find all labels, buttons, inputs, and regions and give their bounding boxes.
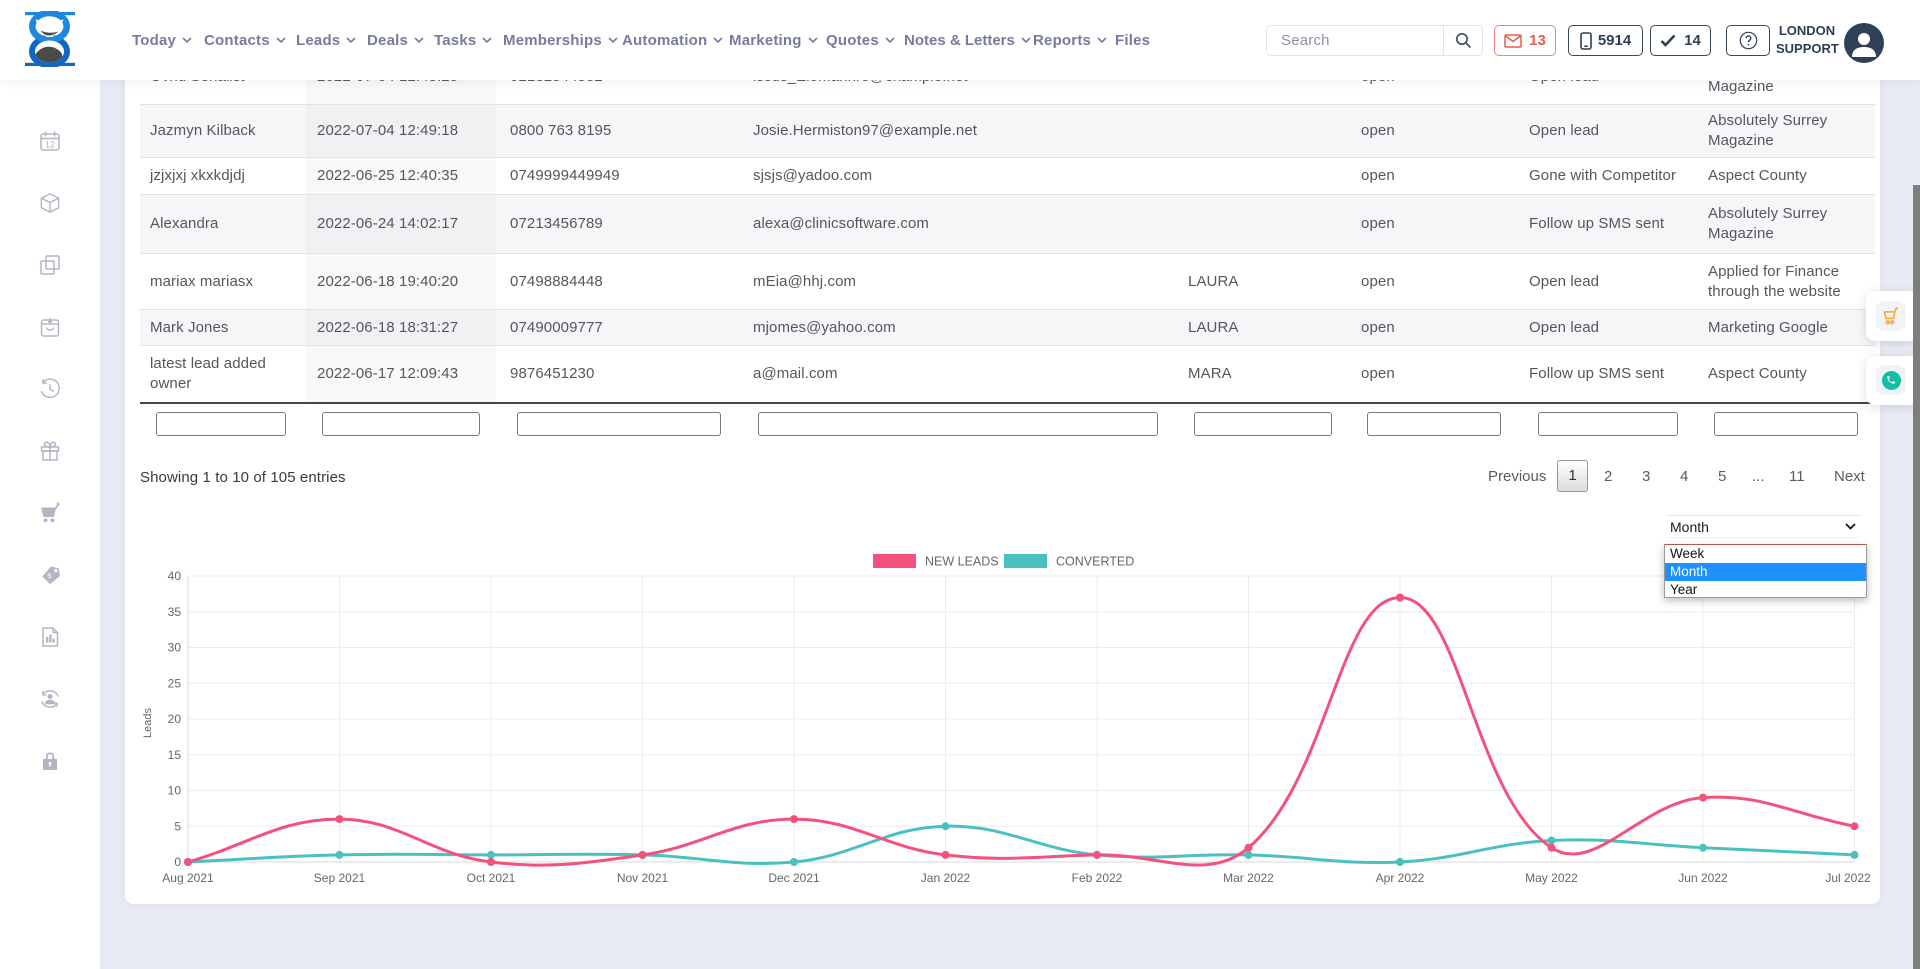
svg-text:40: 40 xyxy=(168,569,182,583)
svg-text:Jul 2022: Jul 2022 xyxy=(1825,871,1871,885)
svg-text:$: $ xyxy=(47,572,52,580)
svg-text:Sep 2021: Sep 2021 xyxy=(314,871,366,885)
svg-text:15: 15 xyxy=(168,748,182,762)
svg-text:12: 12 xyxy=(45,140,55,150)
svg-text:May 2022: May 2022 xyxy=(1525,871,1578,885)
svg-text:NEW LEADS: NEW LEADS xyxy=(925,555,999,569)
svg-text:CONVERTED: CONVERTED xyxy=(1056,555,1134,569)
svg-text:Apr 2022: Apr 2022 xyxy=(1376,871,1425,885)
svg-text:Mar 2022: Mar 2022 xyxy=(1223,871,1274,885)
svg-text:0: 0 xyxy=(174,855,181,869)
svg-text:5: 5 xyxy=(174,819,181,833)
svg-text:25: 25 xyxy=(168,676,182,690)
svg-text:Aug 2021: Aug 2021 xyxy=(162,871,214,885)
svg-text:Dec 2021: Dec 2021 xyxy=(768,871,820,885)
svg-text:Leads: Leads xyxy=(142,708,154,738)
svg-text:Oct 2021: Oct 2021 xyxy=(467,871,516,885)
svg-text:10: 10 xyxy=(168,784,182,798)
svg-text:35: 35 xyxy=(168,605,182,619)
svg-text:Feb 2022: Feb 2022 xyxy=(1072,871,1123,885)
svg-text:Jan 2022: Jan 2022 xyxy=(921,871,971,885)
svg-text:20: 20 xyxy=(168,712,182,726)
svg-text:Jun 2022: Jun 2022 xyxy=(1678,871,1728,885)
svg-text:30: 30 xyxy=(168,641,182,655)
svg-text:Nov 2021: Nov 2021 xyxy=(617,871,669,885)
